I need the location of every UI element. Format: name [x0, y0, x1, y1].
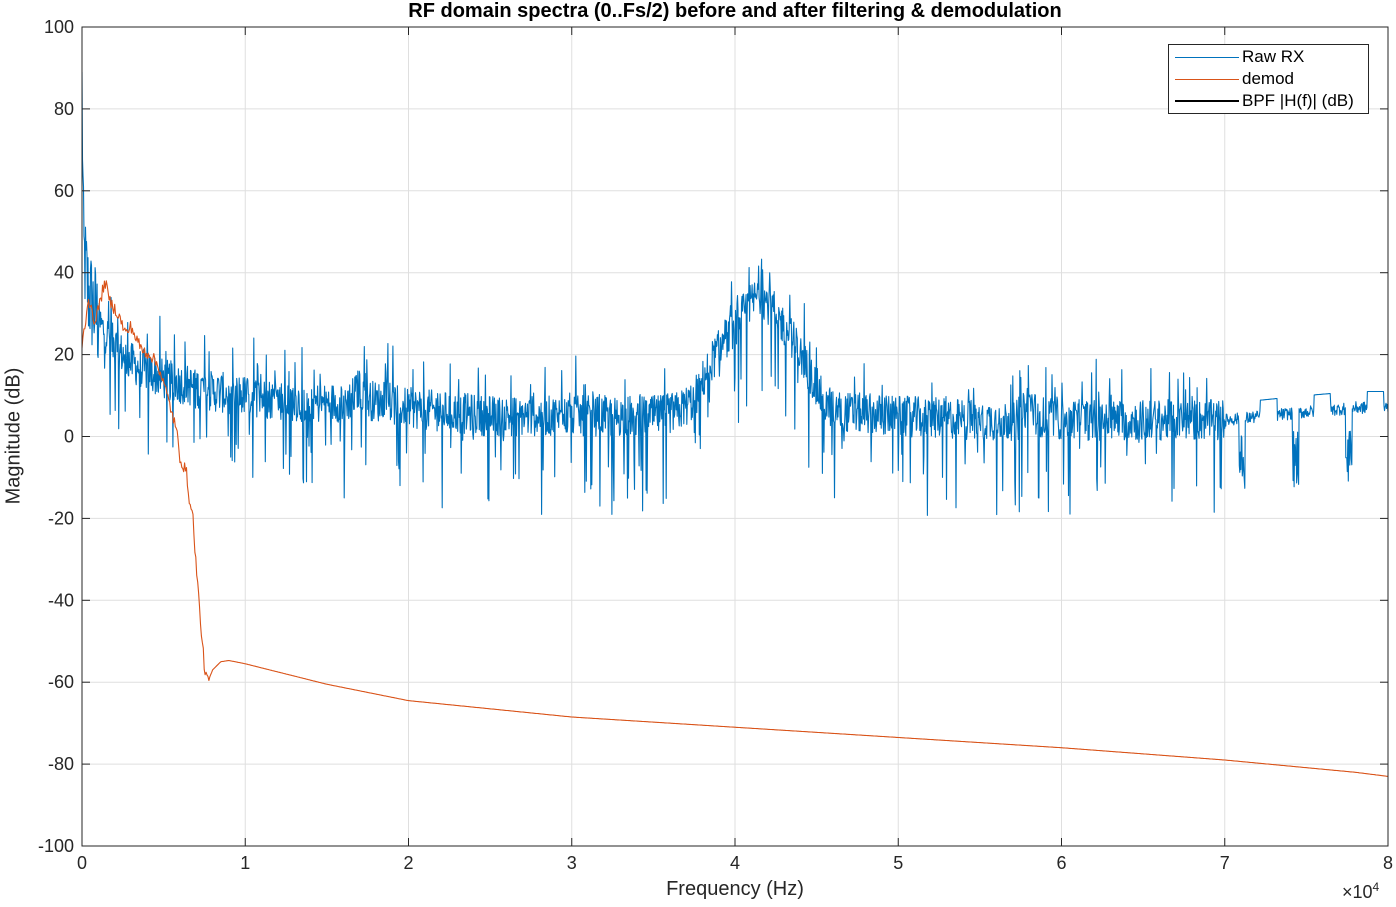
x-tick-label: 6: [1056, 853, 1066, 873]
x-tick-label: 0: [77, 853, 87, 873]
legend-swatch-raw-rx: [1175, 57, 1239, 58]
legend-label-raw-rx: Raw RX: [1242, 47, 1305, 66]
y-tick-label: -80: [48, 754, 74, 774]
y-tick-label: -100: [38, 836, 74, 856]
legend-swatch-demod: [1175, 79, 1239, 80]
legend-swatch-bpf: [1175, 100, 1239, 102]
y-tick-label: 20: [54, 345, 74, 365]
x-tick-label: 7: [1220, 853, 1230, 873]
x-exponent-base: ×10: [1342, 882, 1373, 902]
x-tick-label: 1: [240, 853, 250, 873]
x-tick-label: 2: [403, 853, 413, 873]
legend-entry-raw-rx[interactable]: Raw RX: [1169, 46, 1368, 68]
series-line-1: [82, 280, 1388, 777]
y-tick-label: -40: [48, 590, 74, 610]
y-tick-label: 40: [54, 263, 74, 283]
series-line-0: [82, 71, 1388, 516]
x-tick-label: 4: [730, 853, 740, 873]
y-tick-label: 60: [54, 181, 74, 201]
legend-entry-bpf[interactable]: BPF |H(f)| (dB): [1169, 90, 1368, 112]
legend[interactable]: Raw RX demod BPF |H(f)| (dB): [1168, 44, 1369, 114]
series-layer: [82, 71, 1388, 777]
y-tick-label: 80: [54, 99, 74, 119]
legend-label-demod: demod: [1242, 69, 1294, 88]
x-exponent-power: 4: [1372, 880, 1380, 894]
legend-entry-demod[interactable]: demod: [1169, 68, 1368, 90]
y-tick-label: -20: [48, 508, 74, 528]
y-tick-label: 0: [64, 427, 74, 447]
tick-layer: 0 1 2 3 4 5 6 7 8 -100 -80 -60 -40 -20 0 20 40 60 80 100: [38, 17, 1393, 873]
y-tick-label: -60: [48, 672, 74, 692]
chart-title: RF domain spectra (0..Fs/2) before and a…: [408, 0, 1062, 22]
x-tick-label: 5: [893, 853, 903, 873]
y-tick-label: 100: [44, 17, 74, 37]
legend-label-bpf: BPF |H(f)| (dB): [1242, 91, 1354, 110]
x-tick-label: 8: [1383, 853, 1393, 873]
y-axis-label: Magnitude (dB): [2, 367, 25, 505]
x-axis-exponent: ×104: [1342, 880, 1379, 903]
x-tick-label: 3: [567, 853, 577, 873]
x-axis-label: Frequency (Hz): [666, 878, 804, 900]
